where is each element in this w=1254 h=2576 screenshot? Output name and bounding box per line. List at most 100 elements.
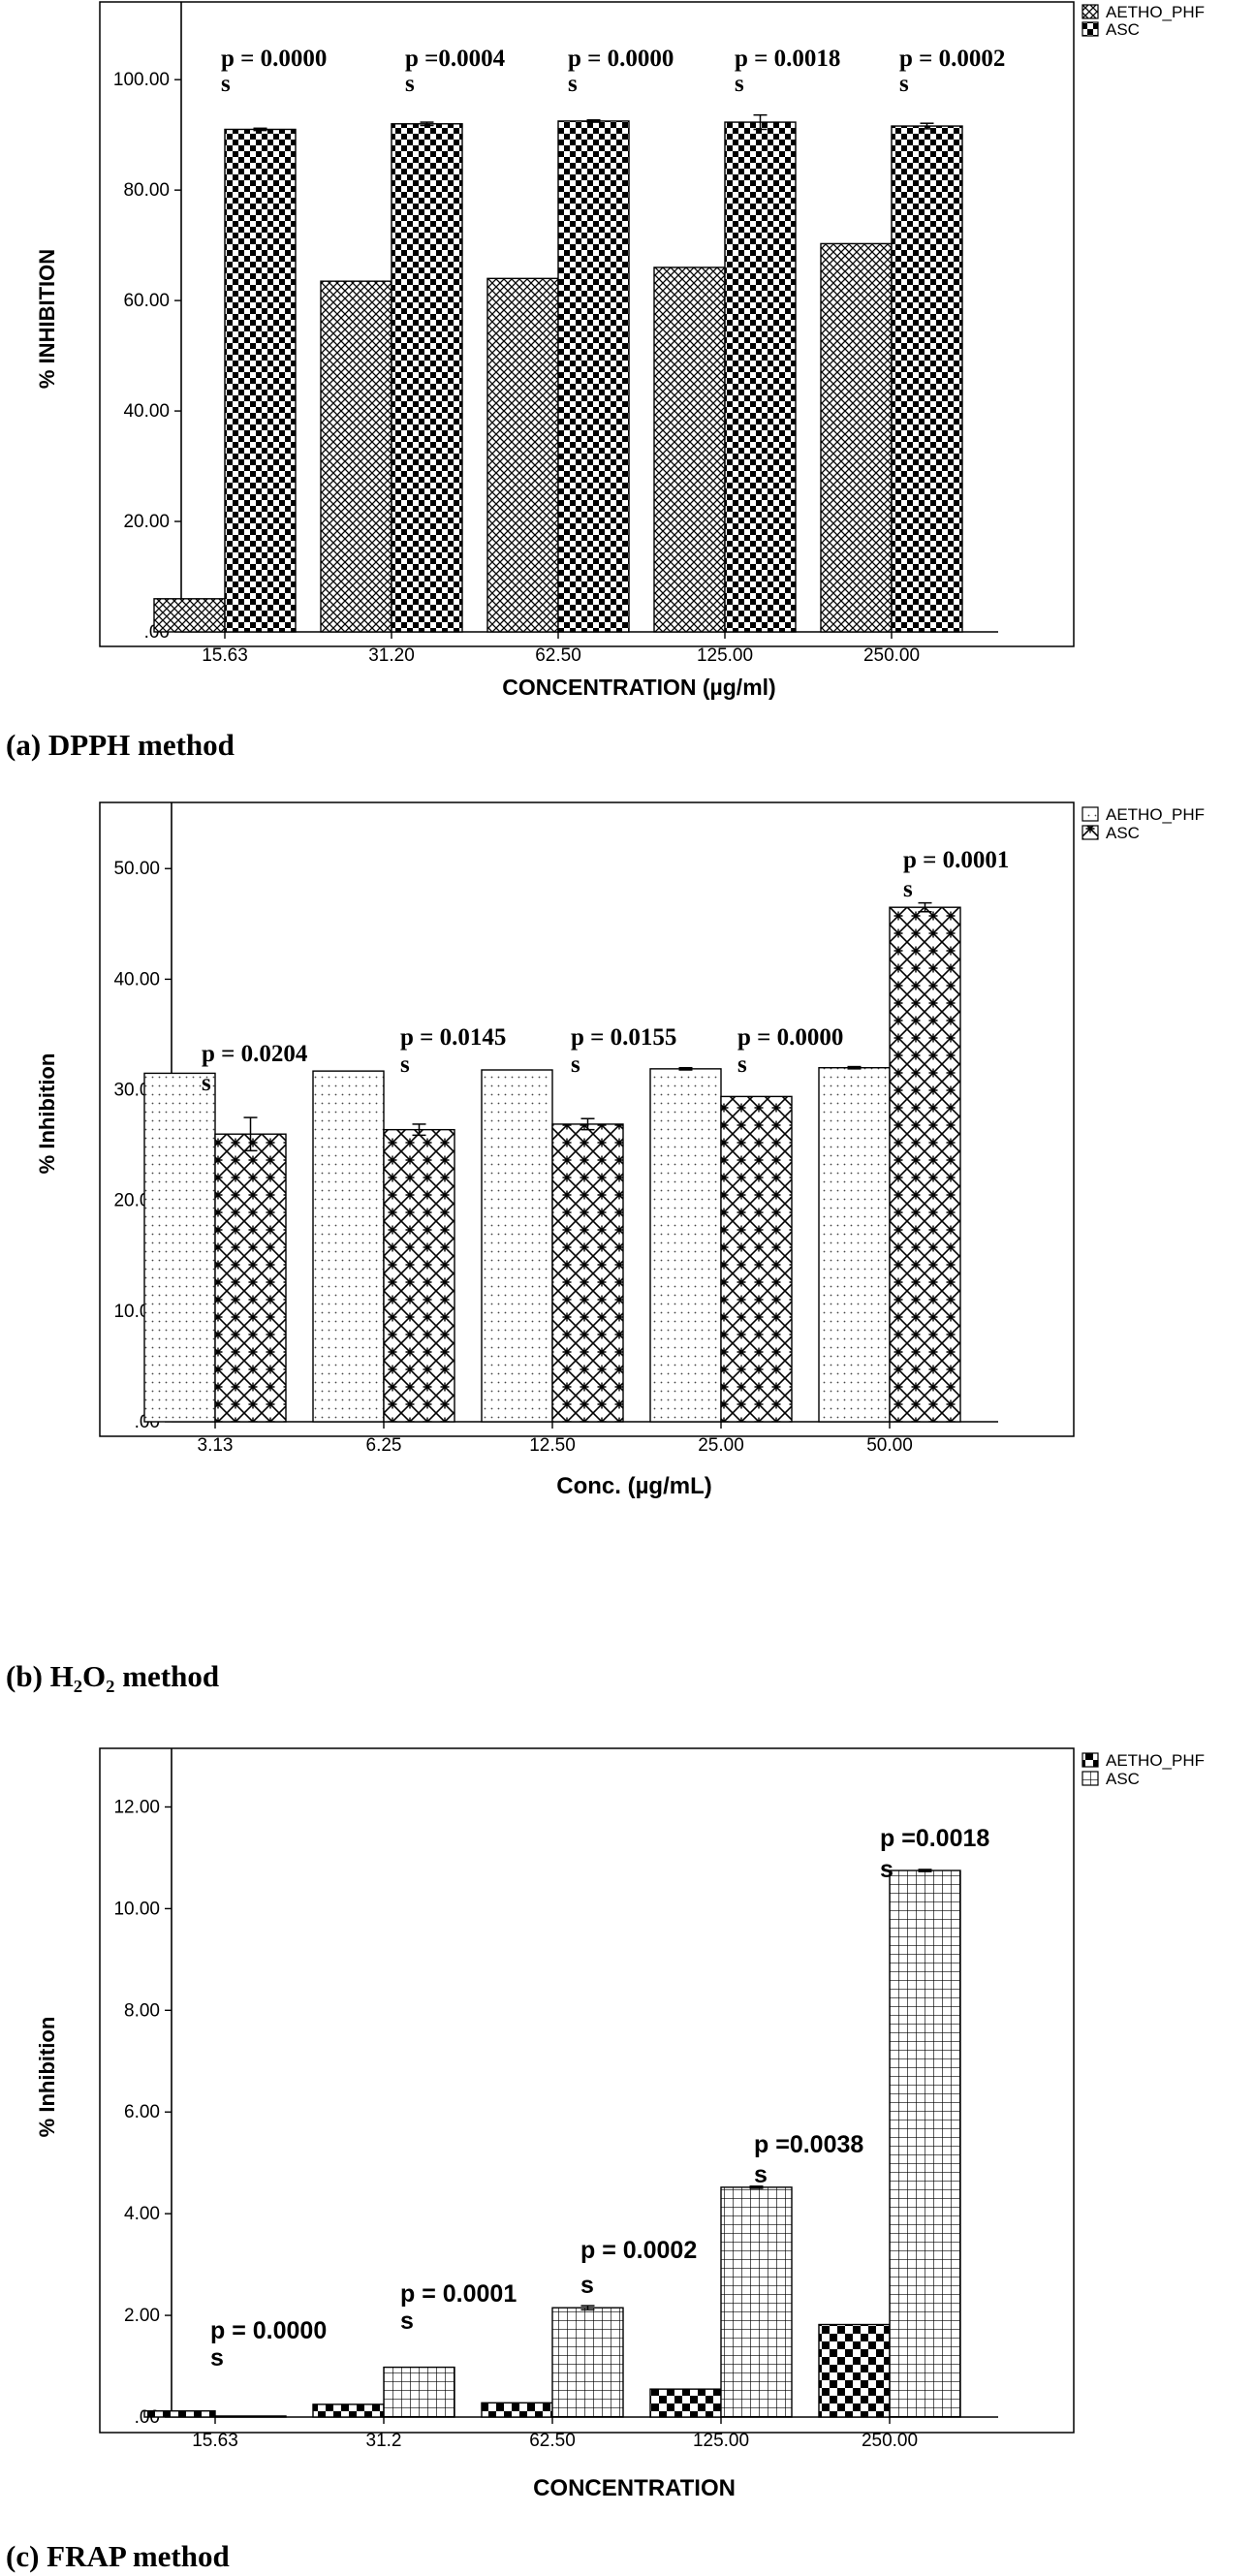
p-value-annotation: p = 0.0001 bbox=[400, 2280, 517, 2308]
bar-asc-2 bbox=[391, 123, 463, 633]
bar-aetho-phf-2 bbox=[312, 2403, 385, 2418]
y-tick-label: 20.00 bbox=[123, 512, 170, 532]
error-bar bbox=[753, 113, 768, 131]
x-tick-label: 31.2 bbox=[366, 2431, 402, 2451]
legend-label: ASC bbox=[1106, 20, 1140, 39]
significance-annotation: s bbox=[405, 71, 415, 97]
figure-caption: (b) H₂O₂ method bbox=[6, 1659, 219, 1693]
p-value-annotation: p =0.0004 bbox=[405, 46, 506, 72]
y-tick-label: 8.00 bbox=[124, 2000, 160, 2021]
bar-asc-1 bbox=[214, 2415, 287, 2418]
y-tick-label: 10.00 bbox=[113, 1899, 160, 1919]
p-value-annotation: p = 0.0000 bbox=[210, 2317, 327, 2344]
p-value-annotation: p = 0.0018 bbox=[735, 46, 840, 72]
p-value-annotation: p = 0.0002 bbox=[580, 2237, 697, 2264]
x-tick-label: 125.00 bbox=[693, 2431, 749, 2451]
legend-label: AETHO_PHF bbox=[1106, 3, 1205, 21]
legend-swatch bbox=[1082, 1752, 1099, 1768]
p-value-annotation: p = 0.0001 bbox=[903, 847, 1009, 873]
significance-annotation: s bbox=[737, 1052, 747, 1078]
x-tick-label: 31.20 bbox=[368, 645, 415, 666]
bar-asc-5 bbox=[889, 1869, 961, 2418]
error-bar bbox=[253, 127, 267, 132]
y-axis-title: % INHIBITION bbox=[35, 249, 59, 389]
x-axis-title: CONCENTRATION (µg/ml) bbox=[502, 675, 775, 700]
bar-aetho-phf-2 bbox=[320, 280, 392, 633]
x-tick-label: 25.00 bbox=[698, 1435, 744, 1456]
significance-annotation: s bbox=[568, 71, 578, 97]
y-tick-label: 60.00 bbox=[123, 291, 170, 311]
x-tick-label: 12.50 bbox=[529, 1435, 576, 1456]
bar-asc-1 bbox=[214, 1133, 287, 1423]
significance-annotation: s bbox=[221, 71, 231, 97]
bar-asc-5 bbox=[889, 906, 961, 1423]
y-tick-label: 40.00 bbox=[123, 401, 170, 422]
significance-annotation: s bbox=[202, 1070, 211, 1096]
bar-asc-3 bbox=[551, 1123, 624, 1423]
x-tick-label: 3.13 bbox=[198, 1435, 234, 1456]
error-bar bbox=[749, 2185, 764, 2189]
y-tick-label: 12.00 bbox=[113, 1797, 160, 1817]
y-tick-label: 50.00 bbox=[113, 859, 160, 879]
significance-annotation: s bbox=[880, 1856, 893, 1883]
bar-aetho-phf-3 bbox=[481, 1069, 553, 1423]
significance-annotation: s bbox=[735, 71, 744, 97]
error-bar bbox=[580, 1117, 595, 1131]
p-value-annotation: p = 0.0000 bbox=[221, 46, 327, 72]
bar-aetho-phf-5 bbox=[820, 242, 893, 633]
legend-label: AETHO_PHF bbox=[1106, 805, 1205, 824]
p-value-annotation: p =0.0018 bbox=[880, 1825, 989, 1852]
x-tick-label: 15.63 bbox=[202, 645, 248, 666]
x-tick-label: 250.00 bbox=[863, 645, 920, 666]
figure-caption: (a) DPPH method bbox=[6, 728, 235, 762]
error-bar bbox=[580, 2305, 595, 2311]
x-tick-label: 62.50 bbox=[535, 645, 581, 666]
x-tick-label: 125.00 bbox=[697, 645, 753, 666]
bar-asc-2 bbox=[383, 1128, 455, 1423]
significance-annotation: s bbox=[400, 1052, 410, 1078]
p-value-annotation: p =0.0038 bbox=[754, 2131, 863, 2158]
legend-swatch bbox=[1082, 1771, 1099, 1786]
error-bar bbox=[586, 119, 601, 123]
bar-aetho-phf-3 bbox=[486, 277, 559, 633]
bar-asc-4 bbox=[724, 121, 797, 633]
chart-frame bbox=[99, 1747, 1075, 2434]
chart-frame bbox=[99, 801, 1075, 1437]
bar-aetho-phf-4 bbox=[653, 267, 726, 633]
y-axis-title: % Inhibition bbox=[35, 2017, 59, 2138]
error-bar bbox=[918, 901, 932, 913]
bar-aetho-phf-5 bbox=[818, 1067, 891, 1423]
y-tick-label: 100.00 bbox=[113, 70, 170, 90]
significance-annotation: s bbox=[899, 71, 909, 97]
bar-aetho-phf-3 bbox=[481, 2402, 553, 2418]
bar-aetho-phf-1 bbox=[143, 1072, 216, 1423]
legend-swatch bbox=[1082, 825, 1099, 840]
y-axis-title: % Inhibition bbox=[35, 1053, 59, 1175]
bar-aetho-phf-4 bbox=[649, 2388, 722, 2418]
y-tick-label: 2.00 bbox=[124, 2306, 160, 2326]
bar-asc-4 bbox=[720, 2186, 793, 2418]
bar-aetho-phf-4 bbox=[649, 1068, 722, 1423]
x-tick-label: 62.50 bbox=[529, 2431, 576, 2451]
x-tick-label: 15.63 bbox=[192, 2431, 238, 2451]
bar-aetho-phf-1 bbox=[143, 2410, 216, 2418]
significance-annotation: s bbox=[903, 876, 913, 902]
y-tick-label: 80.00 bbox=[123, 180, 170, 201]
error-bar bbox=[920, 122, 934, 130]
bar-asc-2 bbox=[383, 2366, 455, 2418]
bar-aetho-phf-2 bbox=[312, 1070, 385, 1423]
bar-asc-5 bbox=[891, 125, 963, 633]
x-axis-title: Conc. (µg/mL) bbox=[556, 1473, 711, 1499]
y-tick-label: 40.00 bbox=[113, 969, 160, 990]
legend-swatch bbox=[1082, 4, 1099, 19]
p-value-annotation: p = 0.0145 bbox=[400, 1024, 506, 1051]
significance-annotation: s bbox=[210, 2344, 224, 2372]
significance-annotation: s bbox=[571, 1052, 580, 1078]
error-bar bbox=[918, 1869, 932, 1872]
significance-annotation: s bbox=[580, 2272, 594, 2299]
